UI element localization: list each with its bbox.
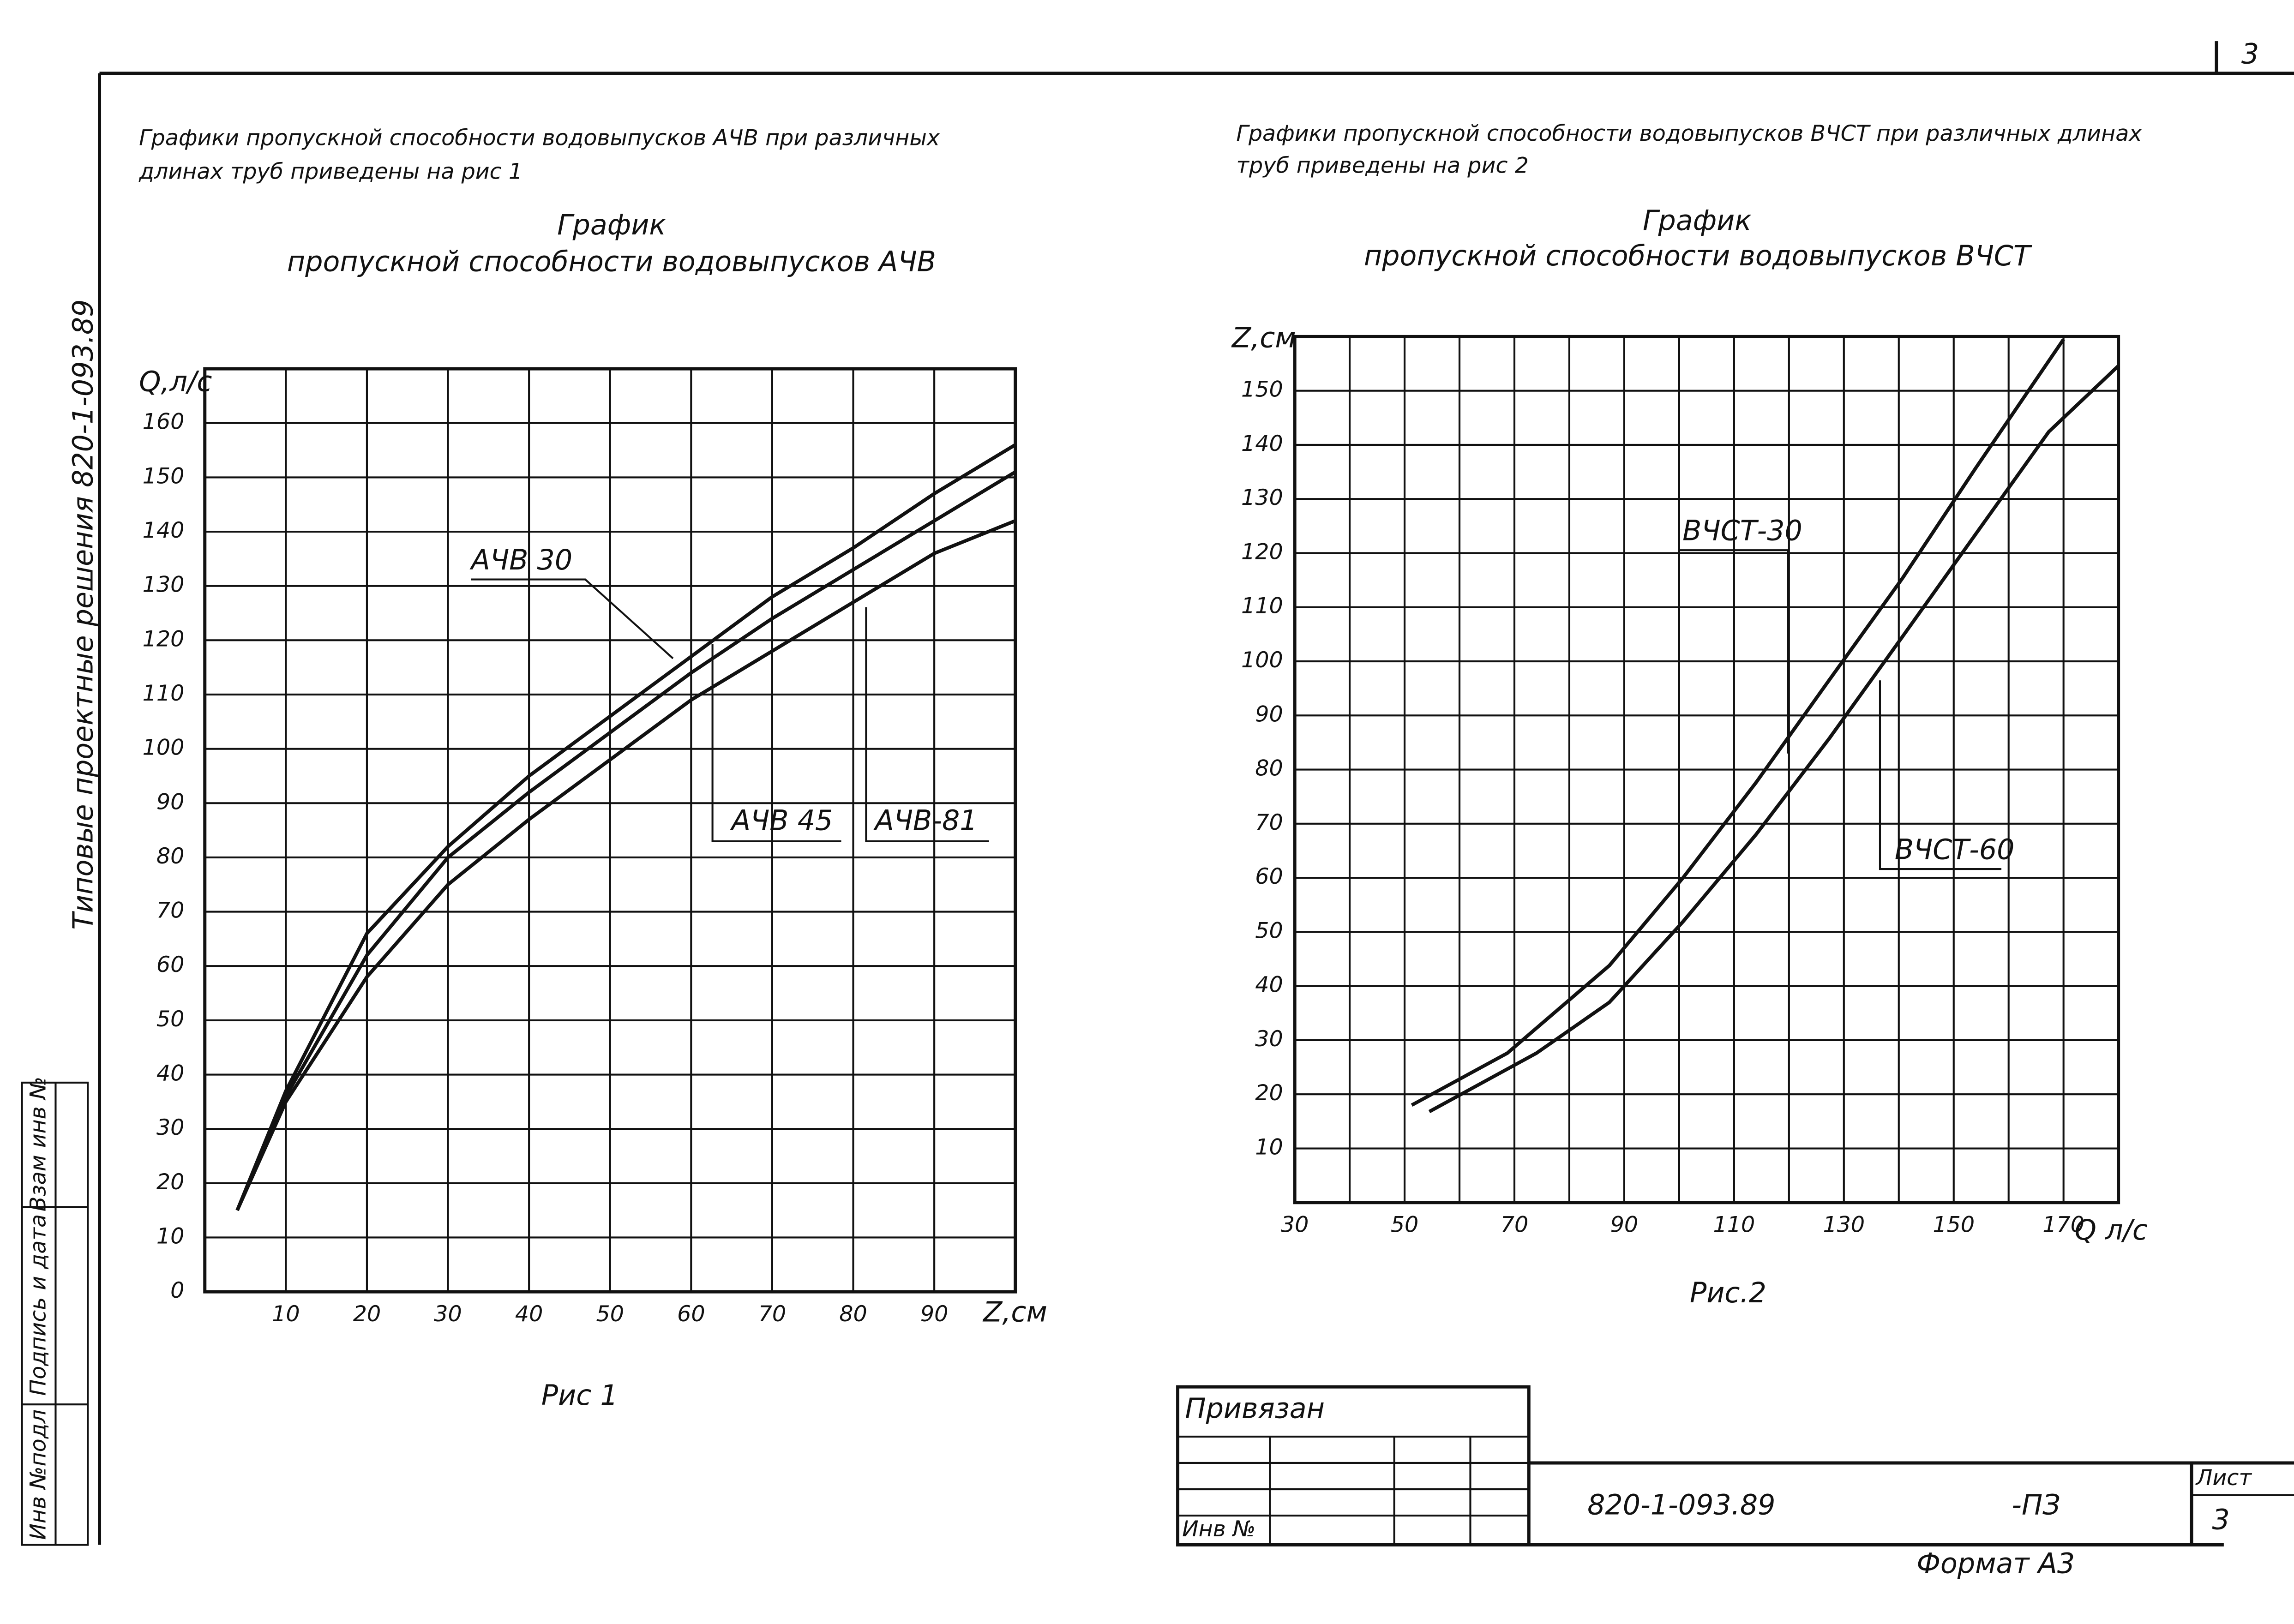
y-tick-label: 130 <box>1241 485 1283 510</box>
intro-line: длинах труб приведены на рис 1 <box>138 159 522 184</box>
y-tick-label: 80 <box>1255 756 1283 781</box>
y-tick-label: 120 <box>143 626 185 652</box>
x-tick-label: 80 <box>839 1301 867 1327</box>
y-tick-label: 150 <box>1241 377 1283 402</box>
y-tick-label: 30 <box>156 1115 184 1140</box>
x-tick-label: 170 <box>2042 1212 2084 1238</box>
y-tick-label: 0 <box>170 1278 184 1303</box>
doc-type: -ПЗ <box>2012 1489 2060 1522</box>
y-tick-label: 90 <box>1255 701 1283 727</box>
chart: График пропускной способности водовыпуско… <box>139 209 1047 1412</box>
series-line <box>235 470 1016 1211</box>
x-tick-label: 60 <box>677 1301 705 1327</box>
y-tick-label: 110 <box>1241 593 1283 619</box>
x-tick-label: 150 <box>1933 1212 1975 1238</box>
chart-subtitle: пропускной способности водовыпусков ВЧСТ <box>1364 240 2032 272</box>
series-line <box>235 443 1016 1211</box>
sheet-number: 3 <box>2212 1504 2230 1536</box>
inventory: Инв № <box>1182 1516 1255 1542</box>
x-tick-label: 10 <box>272 1301 300 1327</box>
y-axis-label: Z,см <box>1231 322 1296 354</box>
x-tick-label: 110 <box>1713 1212 1755 1238</box>
series-line <box>1411 338 2065 1107</box>
y-tick-label: 80 <box>156 844 184 869</box>
legend-leader <box>1879 680 2002 870</box>
y-tick-label: 50 <box>156 1007 184 1032</box>
x-axis-label: Q л/с <box>2075 1214 2148 1246</box>
format: Формат А3 <box>1916 1547 2075 1580</box>
page-number: 3 <box>2241 38 2259 70</box>
x-tick-label: 50 <box>596 1301 624 1327</box>
y-tick-label: 10 <box>1255 1135 1283 1160</box>
stamp-cell: Взам инв № <box>26 1077 51 1212</box>
stamp-cell: Инв №подл <box>26 1409 51 1540</box>
y-tick-label: 100 <box>1241 647 1283 673</box>
sheet-label: Лист <box>2195 1465 2252 1491</box>
y-tick-label: 50 <box>1255 918 1283 943</box>
x-tick-label: 40 <box>515 1301 543 1327</box>
legend-label: АЧВ-81 <box>873 804 977 837</box>
y-tick-label: 20 <box>156 1169 184 1195</box>
legend-label: АЧВ 45 <box>730 804 833 837</box>
intro-line: Графики пропускной способности водовыпус… <box>1236 121 2142 146</box>
x-tick-label: 50 <box>1391 1212 1418 1238</box>
chart-subtitle: пропускной способности водовыпусков АЧВ <box>287 246 936 278</box>
y-tick-label: 60 <box>156 952 184 977</box>
y-tick-label: 110 <box>143 681 185 706</box>
attach-box <box>1176 1385 1531 1546</box>
y-tick-label: 30 <box>1255 1026 1283 1052</box>
series-line <box>235 519 1016 1211</box>
y-tick-label: 60 <box>1255 864 1283 889</box>
y-tick-label: 140 <box>143 518 185 543</box>
x-tick-label: 20 <box>353 1301 381 1327</box>
intro-line: Графики пропускной способности водовыпус… <box>139 125 940 150</box>
x-tick-label: 30 <box>1281 1212 1309 1238</box>
y-axis-label: Q,л/с <box>139 366 212 398</box>
series-line <box>1428 364 2120 1114</box>
legend-label: ВЧСТ-30 <box>1682 515 1802 547</box>
y-tick-label: 40 <box>1255 972 1283 998</box>
chart-title: График <box>557 209 666 241</box>
x-tick-label: 70 <box>758 1301 786 1327</box>
y-tick-label: 40 <box>156 1061 184 1086</box>
x-tick-label: 90 <box>920 1301 948 1327</box>
legend-label: АЧВ 30 <box>469 544 573 576</box>
y-tick-label: 70 <box>1255 810 1283 835</box>
x-tick-label: 70 <box>1501 1212 1528 1238</box>
legend-label: ВЧСТ-60 <box>1895 834 2015 866</box>
y-tick-label: 150 <box>143 463 185 489</box>
chart-caption: Рис 1 <box>541 1379 618 1412</box>
y-tick-label: 120 <box>1241 539 1283 564</box>
x-tick-label: 130 <box>1823 1212 1865 1238</box>
y-tick-label: 160 <box>143 409 185 435</box>
y-tick-label: 130 <box>143 572 185 598</box>
y-tick-label: 140 <box>1241 431 1283 456</box>
intro-line: труб приведены на рис 2 <box>1236 153 1528 179</box>
doc-code: 820-1-093.89 <box>1587 1489 1775 1522</box>
legend-leader <box>711 643 841 842</box>
y-tick-label: 70 <box>156 898 184 923</box>
legend-leader <box>471 578 674 659</box>
legend-leader <box>1679 549 1789 754</box>
legend-leader <box>865 607 989 842</box>
side-text: Типовые проектные решения 820-1-093.89 <box>67 300 99 930</box>
attached: Привязан <box>1185 1392 1325 1425</box>
x-tick-label: 90 <box>1610 1212 1638 1238</box>
y-tick-label: 100 <box>143 735 185 761</box>
chart-title: График <box>1643 205 1752 237</box>
chart-caption: Рис.2 <box>1690 1277 1766 1309</box>
y-tick-label: 20 <box>1255 1080 1283 1106</box>
x-tick-label: 30 <box>434 1301 462 1327</box>
stamp-cell: Подпись и дата <box>26 1214 51 1396</box>
y-tick-label: 10 <box>156 1223 184 1249</box>
y-tick-label: 90 <box>156 789 184 815</box>
x-axis-label: Z,см <box>982 1296 1047 1328</box>
